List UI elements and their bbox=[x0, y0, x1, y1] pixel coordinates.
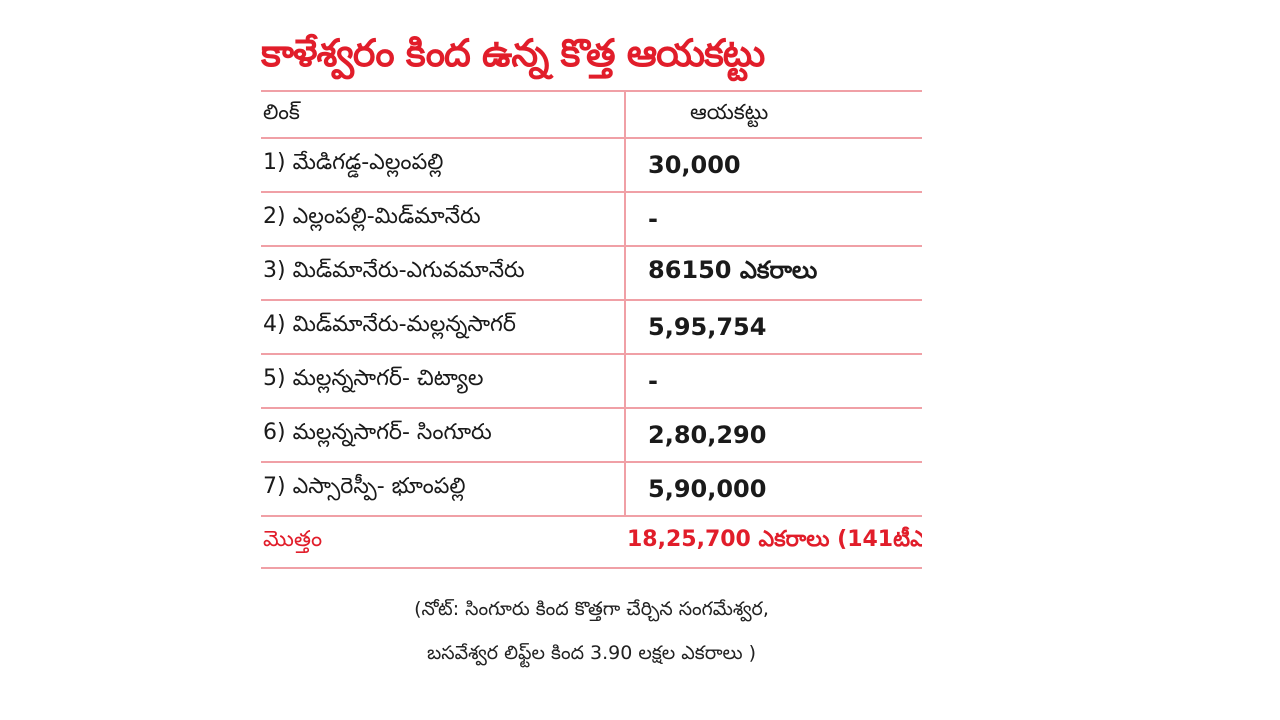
row-value: - bbox=[624, 354, 922, 408]
table-row: 5) మల్లన్నసాగర్- చిట్యాల - bbox=[261, 354, 922, 408]
table-row: 2) ఎల్లంపల్లి-మిడ్‌మానేరు - bbox=[261, 192, 922, 246]
row-link: 6) మల్లన్నసాగర్- సింగూరు bbox=[263, 420, 492, 445]
footnote: (నోట్: సింగూరు కింద కొత్తగా చేర్చిన సంగమ… bbox=[261, 587, 922, 675]
footnote-line-2: బసవేశ్వర లిఫ్ట్‌ల కింద 3.90 లక్షల ఎకరాలు… bbox=[426, 642, 757, 664]
row-link: 5) మల్లన్నసాగర్- చిట్యాల bbox=[263, 366, 484, 391]
header-ayakattu: ఆయకట్టు bbox=[624, 91, 922, 138]
row-value: 30,000 bbox=[624, 138, 922, 192]
header-link: లింక్ bbox=[263, 99, 300, 124]
total-row: మొత్తం 18,25,700 ఎకరాలు (141టీఎంసీలు) bbox=[261, 516, 922, 568]
ayakattu-table: లింక్ ఆయకట్టు 1) మేడిగడ్డ-ఎల్లంపల్లి 30,… bbox=[261, 90, 922, 569]
table-row: 1) మేడిగడ్డ-ఎల్లంపల్లి 30,000 bbox=[261, 138, 922, 192]
page-title: కాళేశ్వరం కింద ఉన్న కొత్త ఆయకట్టు bbox=[261, 31, 765, 75]
total-value: 18,25,700 ఎకరాలు (141టీఎంసీలు) bbox=[627, 527, 922, 552]
row-value: 5,90,000 bbox=[624, 462, 922, 516]
table-row: 7) ఎస్సారెస్పీ- భూంపల్లి 5,90,000 bbox=[261, 462, 922, 516]
table-header-row: లింక్ ఆయకట్టు bbox=[261, 91, 922, 138]
row-value: - bbox=[624, 192, 922, 246]
row-value: 2,80,290 bbox=[624, 408, 922, 462]
total-label: మొత్తం bbox=[263, 527, 323, 552]
document: కాళేశ్వరం కింద ఉన్న కొత్త ఆయకట్టు లింక్ … bbox=[261, 24, 922, 675]
table-row: 3) మిడ్‌మానేరు-ఎగువమానేరు 86150 ఎకరాలు bbox=[261, 246, 922, 300]
row-link: 3) మిడ్‌మానేరు-ఎగువమానేరు bbox=[263, 258, 525, 283]
row-link: 7) ఎస్సారెస్పీ- భూంపల్లి bbox=[263, 474, 466, 499]
table-row: 4) మిడ్‌మానేరు-మల్లన్నసాగర్ 5,95,754 bbox=[261, 300, 922, 354]
row-value: 5,95,754 bbox=[624, 300, 922, 354]
row-link: 1) మేడిగడ్డ-ఎల్లంపల్లి bbox=[263, 150, 444, 175]
row-link: 4) మిడ్‌మానేరు-మల్లన్నసాగర్ bbox=[263, 312, 516, 337]
row-value: 86150 ఎకరాలు bbox=[624, 246, 922, 300]
footnote-line-1: (నోట్: సింగూరు కింద కొత్తగా చేర్చిన సంగమ… bbox=[414, 598, 769, 620]
table-row: 6) మల్లన్నసాగర్- సింగూరు 2,80,290 bbox=[261, 408, 922, 462]
row-link: 2) ఎల్లంపల్లి-మిడ్‌మానేరు bbox=[263, 204, 481, 229]
